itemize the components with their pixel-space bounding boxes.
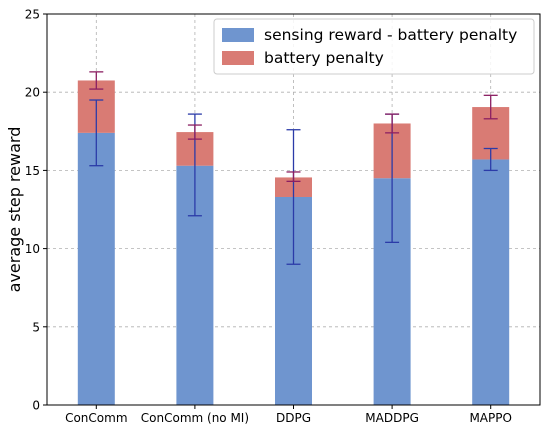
error-bar-0-2 xyxy=(286,129,301,265)
bar-sensing-0 xyxy=(77,132,115,405)
y-tick-label: 20 xyxy=(25,86,40,100)
legend-label-1: battery penalty xyxy=(264,49,384,67)
y-axis-label: average step reward xyxy=(5,127,24,293)
legend-swatch-0 xyxy=(222,28,254,42)
error-bar-0-0 xyxy=(89,99,104,167)
y-axis-ticks: 0 5 10 15 20 25 xyxy=(25,8,47,413)
y-tick-label: 0 xyxy=(32,399,40,413)
x-tick-label: ConComm xyxy=(65,411,127,425)
error-bar-1-2 xyxy=(286,171,301,182)
x-tick-label: ConComm (no MI) xyxy=(141,411,249,425)
x-tick-label: DDPG xyxy=(276,411,311,425)
legend: sensing reward - battery penalty battery … xyxy=(213,18,535,75)
y-tick-label: 25 xyxy=(25,8,40,22)
error-bar-1-1 xyxy=(187,124,202,140)
y-tick-label: 5 xyxy=(32,320,40,334)
y-tick-label: 10 xyxy=(25,242,40,256)
x-axis-ticks: ConComm ConComm (no MI) DDPG MADDPG MAPPO xyxy=(65,405,512,425)
error-bar-0-4 xyxy=(483,147,498,172)
error-bar-1-3 xyxy=(385,113,400,134)
error-bars xyxy=(89,71,498,265)
x-tick-label: MAPPO xyxy=(469,411,511,425)
legend-swatch-1 xyxy=(222,51,254,65)
error-bar-1-0 xyxy=(89,71,104,90)
legend-label-0: sensing reward - battery penalty xyxy=(264,26,517,44)
error-bar-1-4 xyxy=(483,94,498,120)
y-tick-label: 15 xyxy=(25,164,40,178)
legend-box xyxy=(213,18,535,75)
bar-sensing-4 xyxy=(472,159,510,405)
x-tick-label: MADDPG xyxy=(365,411,419,425)
